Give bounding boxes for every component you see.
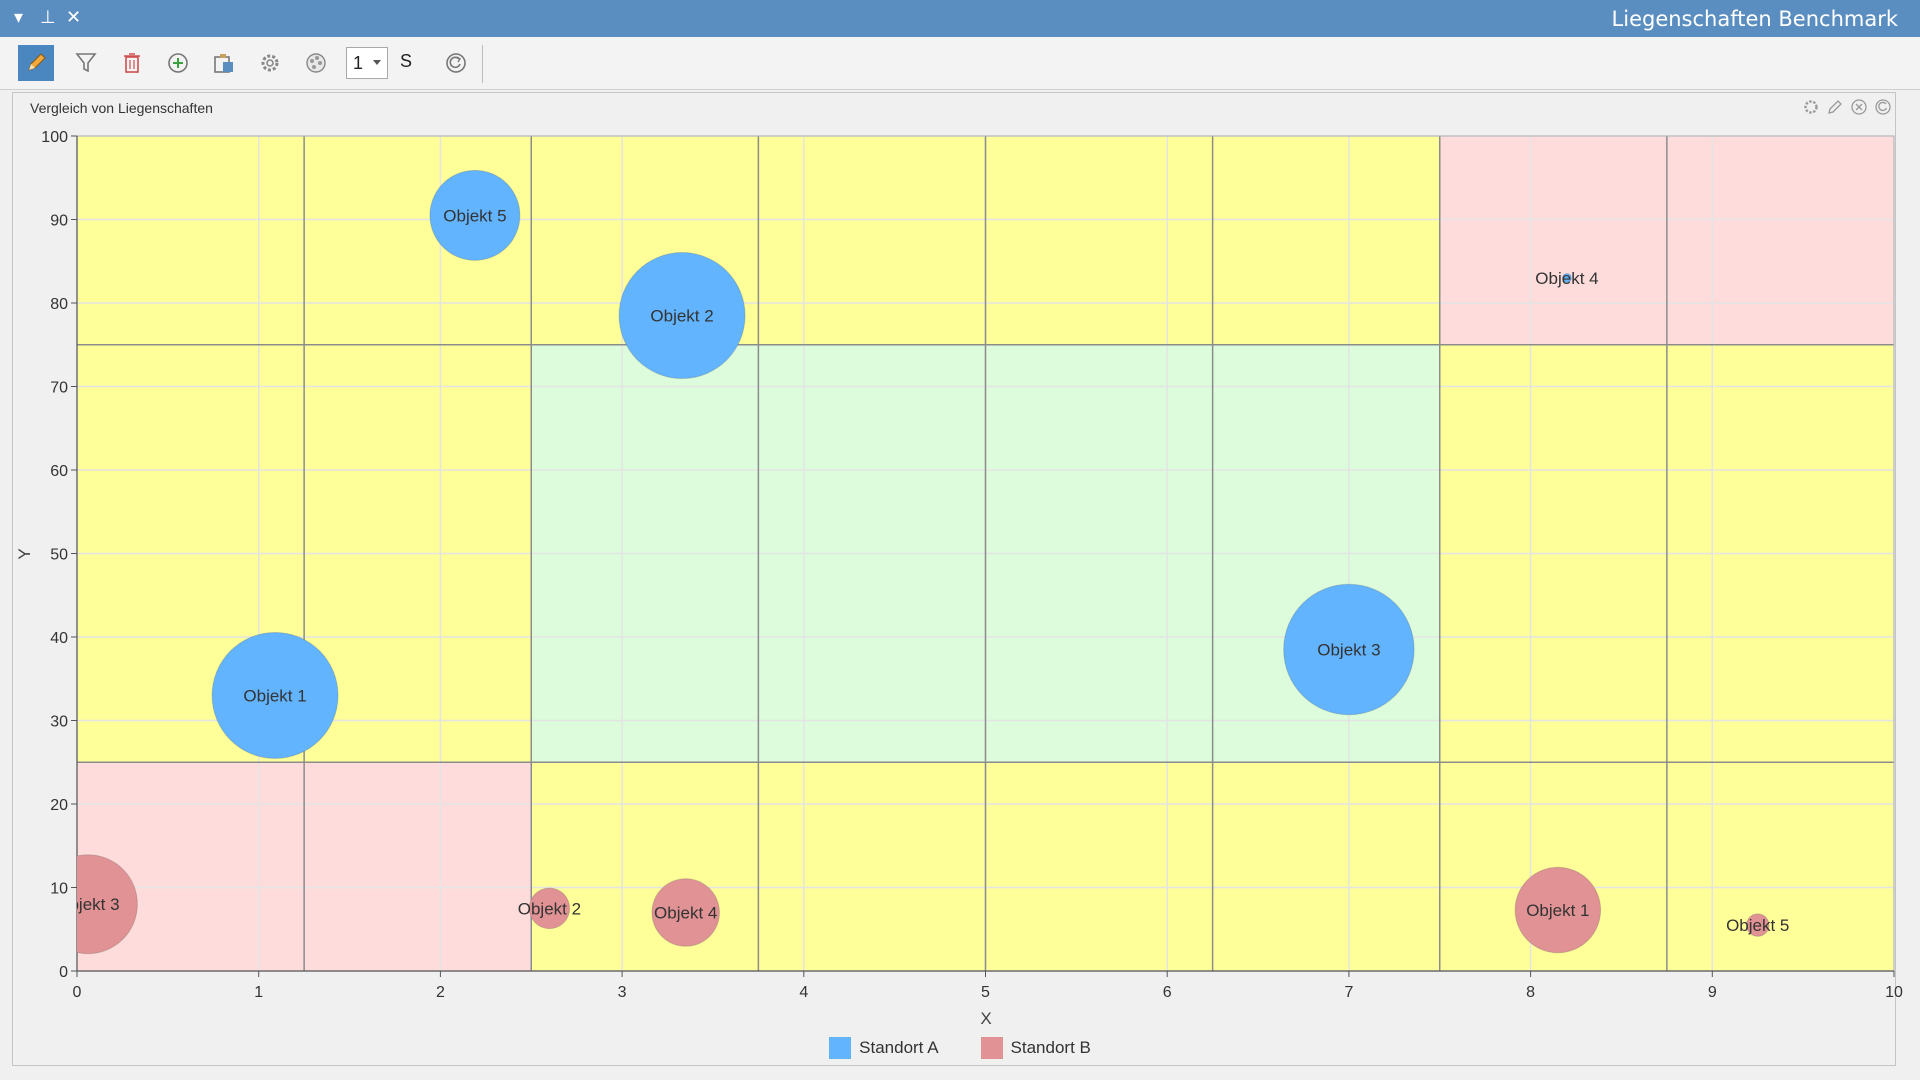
x-tick-label: 8 — [1526, 984, 1535, 1001]
y-tick-label: 60 — [50, 463, 68, 480]
bubble-label: Objekt 3 — [56, 895, 119, 914]
refresh-icon[interactable] — [1874, 98, 1892, 116]
legend-label: Standort B — [1010, 1038, 1091, 1057]
bubble-point — [429, 169, 521, 261]
x-tick-label: 5 — [981, 984, 990, 1001]
pencil-icon[interactable] — [1826, 98, 1844, 116]
bubble-point — [651, 878, 720, 947]
edit-button[interactable] — [18, 45, 54, 81]
dropdown-icon[interactable]: ▾ — [14, 7, 24, 28]
settings-button[interactable] — [252, 45, 288, 81]
gear-icon — [261, 54, 279, 72]
y-tick-label: 100 — [41, 129, 68, 146]
palette-button[interactable] — [298, 45, 334, 81]
legend-item-standort-a[interactable]: Standort A — [829, 1036, 939, 1060]
y-tick-label: 80 — [50, 296, 68, 313]
bubble-label: Objekt 4 — [654, 904, 717, 923]
plus-circle-icon — [168, 53, 188, 73]
x-tick-label: 10 — [1885, 984, 1903, 1001]
count-select-value: 1 — [353, 53, 364, 73]
x-tick-label: 4 — [799, 984, 808, 1001]
bubble-label: Objekt 3 — [1317, 641, 1380, 660]
bubble-point — [1745, 913, 1770, 937]
bubble-point — [211, 631, 339, 759]
x-axis-label: X — [980, 1009, 991, 1028]
clipboard-button[interactable] — [206, 45, 242, 81]
pin-icon[interactable]: ⊥ — [40, 7, 56, 28]
bubble-label: Objekt 2 — [650, 307, 713, 326]
add-button[interactable] — [160, 45, 196, 81]
x-tick-label: 1 — [254, 984, 263, 1001]
x-tick-label: 0 — [73, 984, 82, 1001]
close-circle-icon[interactable] — [1850, 98, 1868, 116]
y-tick-label: 70 — [50, 380, 68, 397]
panel-title: Vergleich von Liegenschaften — [30, 100, 213, 116]
bubble-point — [1561, 272, 1572, 283]
panel-icons — [1802, 98, 1892, 116]
pencil-icon — [28, 53, 46, 71]
bubble-point — [618, 252, 746, 380]
bubble-label: Objekt 1 — [1526, 901, 1589, 920]
bubble-label: Objekt 2 — [518, 899, 581, 918]
window-title: Liegenschaften Benchmark — [1611, 7, 1898, 31]
y-tick-label: 50 — [50, 547, 68, 564]
x-tick-label: 3 — [618, 984, 627, 1001]
bubble-point — [1514, 866, 1602, 954]
toolbar-separator — [482, 45, 483, 83]
palette-icon — [306, 53, 326, 73]
bubble-label: Objekt 1 — [243, 686, 306, 705]
bubble-point — [1283, 583, 1415, 716]
clipboard-icon — [214, 54, 233, 73]
filter-icon — [75, 53, 97, 73]
count-unit-label: S — [400, 51, 413, 71]
filter-button[interactable] — [68, 45, 104, 81]
window-titlebar: ▾ ⊥ ✕ Liegenschaften Benchmark — [0, 0, 1920, 37]
legend-swatch — [980, 1037, 1003, 1059]
x-tick-label: 6 — [1163, 984, 1172, 1001]
x-tick-label: 9 — [1708, 984, 1717, 1001]
refresh-icon — [446, 53, 466, 73]
y-tick-label: 10 — [50, 881, 68, 898]
trash-icon — [124, 53, 140, 73]
bubble-point — [528, 887, 571, 930]
x-tick-label: 7 — [1344, 984, 1353, 1001]
y-tick-label: 30 — [50, 714, 68, 731]
count-select[interactable]: 1 — [346, 47, 388, 79]
chart-legend: Standort A Standort B — [0, 1036, 1920, 1060]
refresh-button[interactable] — [438, 45, 474, 81]
bubble-label: Objekt 4 — [1535, 269, 1598, 288]
close-icon[interactable]: ✕ — [66, 7, 82, 28]
y-tick-label: 20 — [50, 797, 68, 814]
toolbar: 1 S — [0, 37, 1920, 90]
bubble-point — [77, 854, 138, 955]
y-tick-label: 0 — [59, 964, 68, 981]
x-tick-label: 2 — [436, 984, 445, 1001]
bubble-label: Objekt 5 — [443, 206, 506, 225]
y-tick-label: 40 — [50, 630, 68, 647]
legend-item-standort-b[interactable]: Standort B — [980, 1036, 1091, 1060]
gear-icon[interactable] — [1802, 98, 1820, 116]
chevron-down-icon — [373, 60, 381, 65]
y-tick-label: 90 — [50, 213, 68, 230]
bubble-label: Objekt 5 — [1726, 916, 1789, 935]
legend-label: Standort A — [859, 1038, 939, 1057]
delete-button[interactable] — [114, 45, 150, 81]
legend-swatch — [829, 1037, 852, 1059]
y-axis-label: Y — [15, 548, 34, 559]
